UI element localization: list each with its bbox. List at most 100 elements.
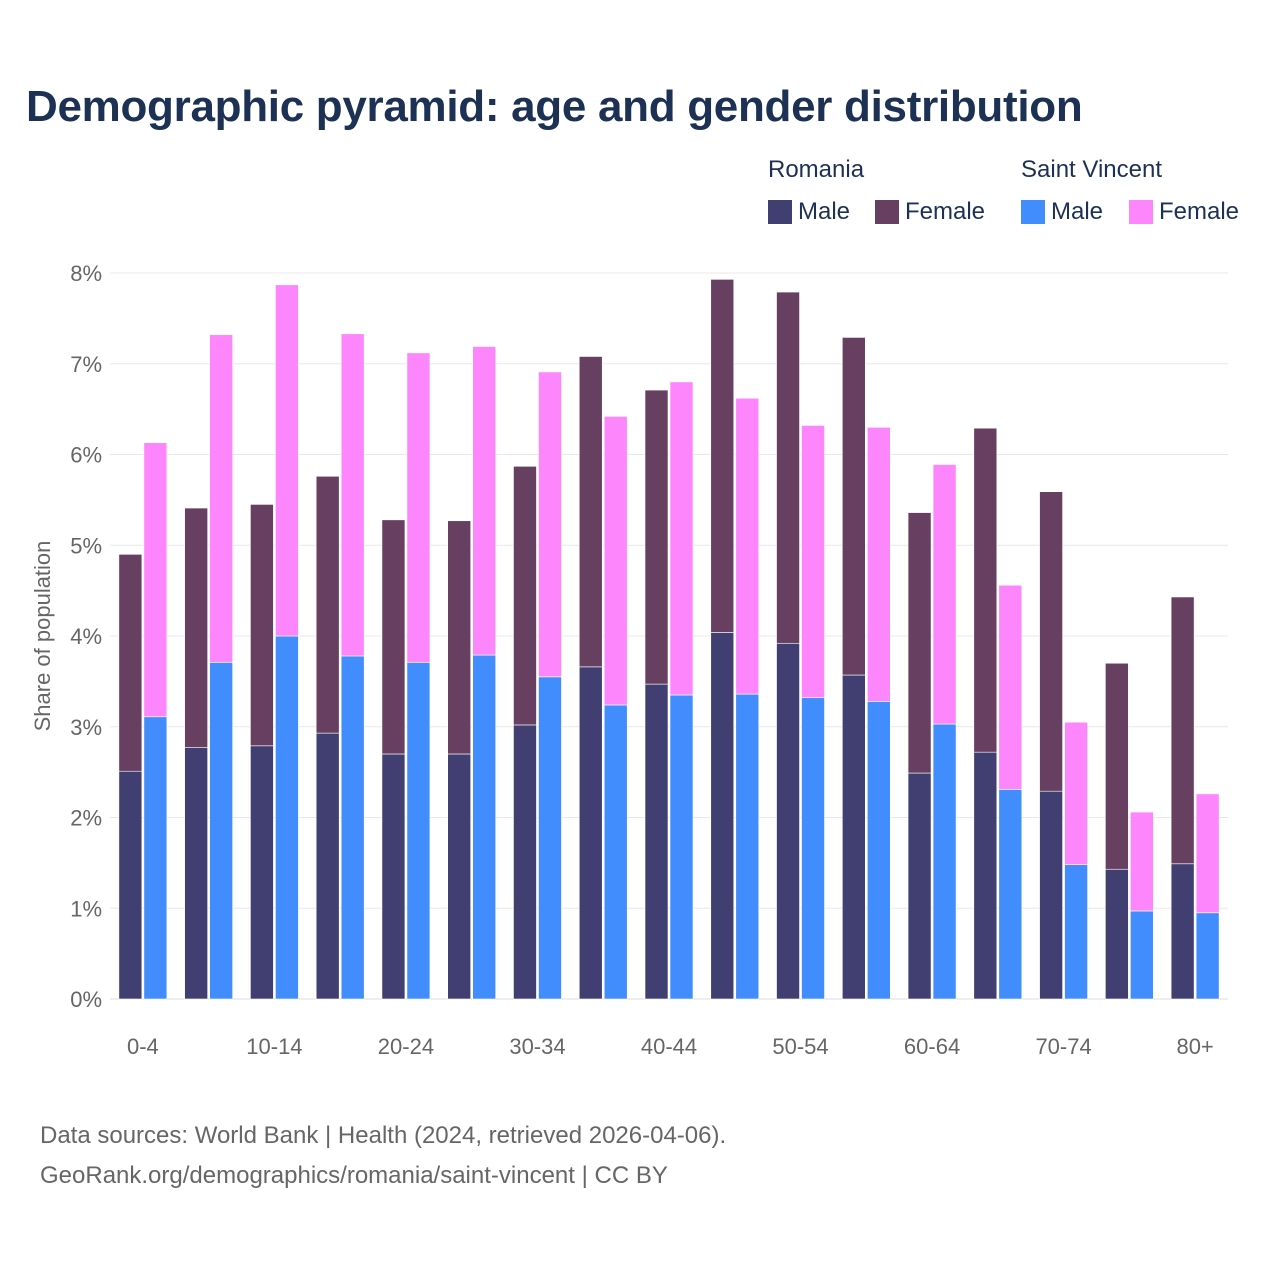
legend-group-romania: Romania (768, 156, 865, 183)
footer-sources: Data sources: World Bank | Health (2024,… (40, 1122, 727, 1149)
legend: Romania Saint Vincent Male Female Male F… (0, 156, 1280, 236)
bar-saint-vincent-female-30-34 (538, 371, 562, 678)
bar-saint-vincent-female-5-9 (209, 334, 233, 663)
bar-saint-vincent-female-20-24 (406, 352, 431, 663)
bar-saint-vincent-female-75-79 (1130, 811, 1154, 912)
bar-saint-vincent-female-35-39 (603, 416, 628, 706)
bar-romania-female-5-9 (184, 507, 208, 748)
bar-saint-vincent-male-40-44 (669, 694, 694, 1000)
bar-romania-female-35-39 (578, 356, 603, 668)
bar-saint-vincent-male-5-9 (209, 662, 233, 1000)
legend-swatch-romania-male (768, 200, 792, 224)
bar-romania-male-70-74 (1039, 790, 1063, 1000)
bar-romania-female-30-34 (513, 465, 537, 726)
x-tick-label: 30-34 (509, 1034, 565, 1059)
bar-romania-male-0-4 (118, 770, 143, 1000)
legend-label-romania-male: Male (798, 198, 851, 225)
bar-saint-vincent-male-65-69 (998, 789, 1023, 1000)
y-tick-label: 4% (70, 624, 102, 649)
bar-romania-female-40-44 (644, 389, 669, 685)
x-tick-label: 0-4 (127, 1034, 159, 1059)
bar-romania-female-60-64 (907, 512, 932, 774)
bar-romania-female-80+ (1170, 596, 1195, 865)
y-tick-label: 8% (70, 261, 102, 286)
bar-romania-male-25-29 (447, 753, 472, 1000)
bar-romania-male-35-39 (578, 666, 603, 1000)
bar-romania-female-10-14 (250, 504, 274, 747)
chart-title: Demographic pyramid: age and gender dist… (26, 82, 1083, 131)
bar-saint-vincent-male-70-74 (1064, 864, 1088, 1000)
legend-item-saint-vincent-male[interactable]: Male (1021, 198, 1103, 226)
bar-romania-female-75-79 (1105, 662, 1129, 870)
legend-label-romania-female: Female (905, 198, 986, 225)
bar-romania-female-70-74 (1039, 491, 1063, 792)
bar-saint-vincent-male-80+ (1195, 912, 1220, 1000)
bar-romania-male-5-9 (184, 747, 208, 1000)
y-tick-label: 7% (70, 352, 102, 377)
legend-item-romania-female[interactable]: Female (875, 198, 985, 226)
y-tick-label: 0% (70, 987, 102, 1012)
bar-saint-vincent-female-40-44 (669, 381, 694, 696)
bar-saint-vincent-female-25-29 (472, 346, 497, 656)
bar-romania-male-40-44 (644, 683, 669, 1000)
footer-url: GeoRank.org/demographics/romania/saint-v… (40, 1162, 668, 1189)
bar-saint-vincent-female-15-19 (340, 333, 365, 657)
x-tick-label: 70-74 (1035, 1034, 1091, 1059)
bar-romania-male-60-64 (907, 772, 932, 1000)
bar-saint-vincent-male-45-49 (735, 693, 760, 1000)
footer: Data sources: World Bank | Health (2024,… (40, 1116, 726, 1196)
bar-saint-vincent-male-35-39 (603, 704, 628, 1000)
bar-romania-female-55-59 (841, 337, 866, 676)
y-tick-label: 5% (70, 533, 102, 558)
bar-romania-female-0-4 (118, 554, 143, 772)
x-tick-label: 40-44 (641, 1034, 697, 1059)
bar-romania-male-55-59 (841, 674, 866, 1000)
bar-romania-male-10-14 (250, 745, 274, 1000)
bar-romania-male-50-54 (776, 642, 800, 1000)
y-axis-label: Share of population (30, 541, 55, 732)
bar-saint-vincent-female-70-74 (1064, 721, 1088, 865)
bar-saint-vincent-male-15-19 (340, 655, 365, 1000)
bar-saint-vincent-female-0-4 (143, 442, 168, 718)
bar-saint-vincent-male-30-34 (538, 676, 562, 1000)
bar-saint-vincent-male-55-59 (866, 701, 891, 1000)
bar-romania-female-25-29 (447, 520, 472, 755)
bar-saint-vincent-female-60-64 (932, 464, 957, 725)
legend-swatch-romania-female (875, 200, 899, 224)
bar-saint-vincent-male-0-4 (143, 716, 168, 1000)
bar-chart: 0% 1% 2% 3% 4% 5% 6% 7% 8% Share of population 0-4… (30, 261, 1228, 1059)
x-tick-label: 10-14 (246, 1034, 302, 1059)
bar-saint-vincent-female-45-49 (735, 397, 760, 695)
x-tick-label: 20-24 (378, 1034, 434, 1059)
bar-romania-female-45-49 (710, 279, 735, 633)
bar-romania-male-80+ (1170, 863, 1195, 1000)
bar-romania-female-20-24 (381, 519, 406, 755)
bar-romania-male-65-69 (973, 751, 998, 1000)
bar-saint-vincent-female-50-54 (801, 425, 825, 699)
bar-saint-vincent-female-10-14 (275, 284, 299, 637)
bar-saint-vincent-female-65-69 (998, 584, 1023, 790)
bar-romania-female-50-54 (776, 291, 800, 644)
legend-item-saint-vincent-female[interactable]: Female (1129, 198, 1239, 226)
x-tick-label: 50-54 (772, 1034, 828, 1059)
legend-item-romania-male[interactable]: Male (768, 198, 850, 226)
legend-swatch-saint-vincent-female (1129, 200, 1153, 224)
bar-saint-vincent-male-25-29 (472, 654, 497, 1000)
bar-saint-vincent-female-55-59 (866, 426, 891, 702)
legend-label-saint-vincent-female: Female (1159, 198, 1240, 225)
bar-saint-vincent-male-75-79 (1130, 910, 1154, 1000)
y-tick-label: 6% (70, 443, 102, 468)
y-tick-label: 1% (70, 896, 102, 921)
bar-romania-female-15-19 (315, 475, 340, 734)
bar-romania-male-20-24 (381, 753, 406, 1000)
y-tick-label: 2% (70, 806, 102, 831)
legend-group-saint-vincent: Saint Vincent (1021, 156, 1162, 183)
x-tick-label: 60-64 (904, 1034, 960, 1059)
bar-romania-male-30-34 (513, 724, 537, 1000)
bar-saint-vincent-male-60-64 (932, 723, 957, 1000)
bar-romania-male-15-19 (315, 732, 340, 1000)
bar-romania-female-65-69 (973, 427, 998, 753)
legend-swatch-saint-vincent-male (1021, 200, 1045, 224)
bar-romania-male-45-49 (710, 632, 735, 1000)
bar-saint-vincent-male-50-54 (801, 697, 825, 1000)
